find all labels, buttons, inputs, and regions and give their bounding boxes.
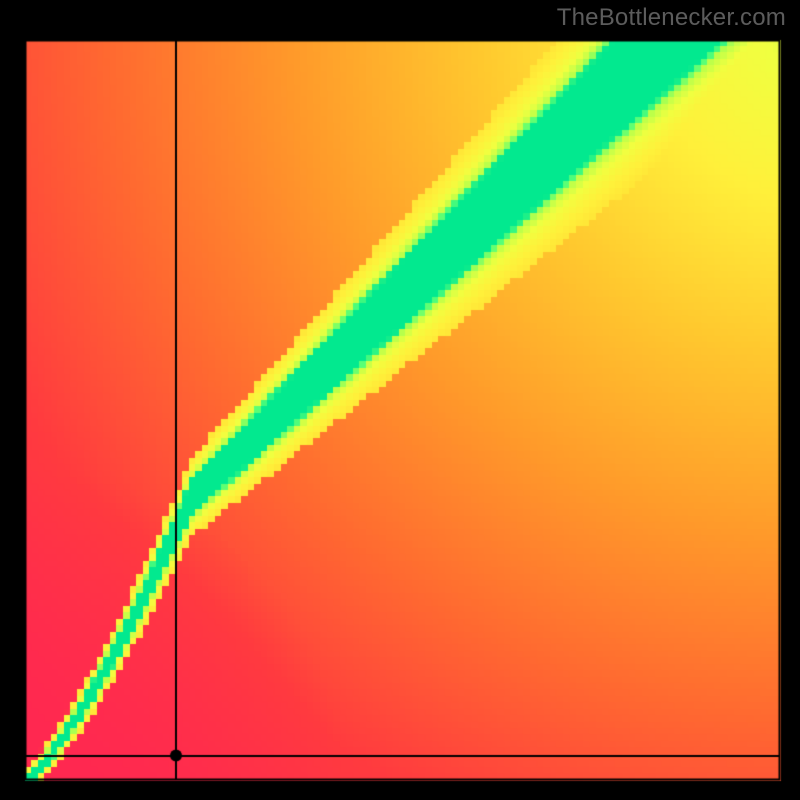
attribution-text: TheBottlenecker.com xyxy=(557,4,786,32)
bottleneck-heatmap xyxy=(0,0,800,800)
chart-container: TheBottlenecker.com xyxy=(0,0,800,800)
